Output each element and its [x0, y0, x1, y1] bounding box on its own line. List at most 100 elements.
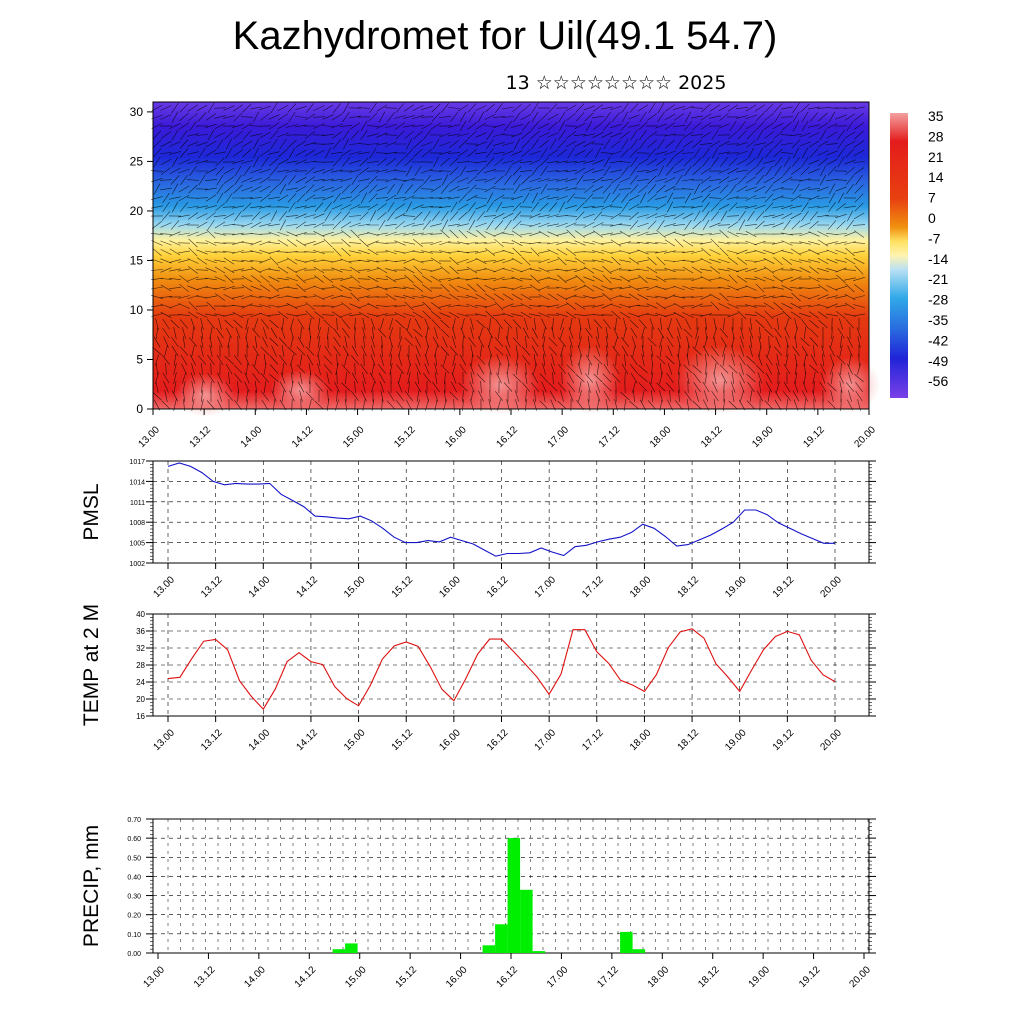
- precip-y-tick-label: 0.40: [127, 874, 141, 881]
- temp-x-tick-label: 20.00: [818, 727, 844, 753]
- pmsl-series-line: [167, 462, 835, 557]
- temp-y-axis-label: TEMP at 2 M: [80, 604, 103, 726]
- precip-y-tick-label: 0.30: [127, 894, 141, 901]
- colorbar-label: 7: [928, 190, 936, 206]
- x-tick-label: 14.00: [239, 424, 265, 450]
- pmsl-x-tick-label: 17.12: [580, 574, 606, 600]
- temp-series-line: [167, 628, 836, 711]
- colorbar-label: -21: [928, 271, 948, 287]
- precip-bar: [520, 889, 533, 953]
- temp-x-tick-label: 19.00: [723, 727, 749, 753]
- pmsl-x-tick-label: 20.00: [818, 574, 844, 600]
- temp-x-tick-label: 16.00: [437, 727, 463, 753]
- precip-x-tick-label: 13.00: [141, 964, 167, 990]
- x-tick-label: 13.12: [188, 424, 214, 450]
- precip-x-tick-label: 14.00: [242, 964, 268, 990]
- pmsl-x-tick-label: 16.00: [437, 574, 463, 600]
- colorbar-label: -7: [928, 230, 941, 246]
- temp-x-tick-label: 17.12: [580, 727, 606, 753]
- chart-title: Kazhydromet for Uil(49.1 54.7): [232, 14, 778, 58]
- precip-x-tick-label: 15.12: [394, 964, 420, 990]
- pmsl-y-axis-label: PMSL: [80, 483, 103, 540]
- pmsl-frame: [152, 460, 870, 564]
- temp-x-tick-label: 14.00: [247, 727, 273, 753]
- temp-x-tick-label: 14.12: [294, 727, 320, 753]
- y-tick-label: 10: [130, 303, 144, 317]
- temperature-plot: 40 36 32 28 24 20 16 13.00 13.12 14.00 14.12 15.00 1…: [80, 604, 876, 753]
- temp-x-tick-label: 16.12: [485, 727, 511, 753]
- temp-x-tick-label: 15.00: [342, 727, 368, 753]
- x-tick-label: 16.00: [443, 424, 469, 450]
- x-tick-label: 14.12: [290, 424, 316, 450]
- y-tick-label: 15: [130, 253, 144, 267]
- pmsl-y-tick-label: 1002: [129, 561, 145, 568]
- x-tick-label: 17.12: [597, 424, 623, 450]
- colorbar: [890, 113, 908, 398]
- precip-x-tick-label: 16.00: [444, 964, 470, 990]
- warm-core: [460, 355, 540, 415]
- y-tick-label: 0: [136, 402, 143, 416]
- pmsl-plot: 1017 1014 1011 1008 1005 1002 13.00 13.12 14.00 1…: [80, 459, 876, 600]
- x-tick-label: 20.00: [852, 424, 878, 450]
- x-tick-label: 13.00: [136, 424, 162, 450]
- colorbar-label: 28: [928, 128, 944, 144]
- temp-x-tick-label: 13.00: [151, 727, 177, 753]
- x-tick-label: 18.12: [699, 424, 725, 450]
- pmsl-x-tick-label: 15.12: [390, 574, 416, 600]
- temp-x-tick-label: 19.12: [771, 727, 797, 753]
- precip-x-tick-label: 15.00: [343, 964, 369, 990]
- precip-bar: [495, 924, 508, 953]
- temp-y-tick-label: 20: [136, 695, 145, 704]
- x-tick-label: 17.00: [546, 424, 572, 450]
- temp-y-tick-label: 32: [136, 644, 145, 653]
- precip-y-axis-label: PRECIP, mm: [80, 825, 103, 947]
- x-tick-label: 19.12: [801, 424, 827, 450]
- pmsl-x-tick-label: 18.00: [628, 574, 654, 600]
- pmsl-x-tick-label: 13.12: [199, 574, 225, 600]
- pmsl-y-tick-label: 1011: [130, 500, 145, 507]
- pmsl-x-tick-label: 14.12: [294, 574, 320, 600]
- x-tick-label: 19.00: [750, 424, 776, 450]
- temp-y-tick-label: 24: [136, 678, 145, 687]
- pmsl-x-tick-label: 19.12: [771, 574, 797, 600]
- precip-y-tick-label: 0.50: [127, 855, 141, 862]
- colorbar-label: -56: [928, 373, 948, 389]
- warm-core: [560, 345, 620, 415]
- x-tick-label: 15.00: [341, 424, 367, 450]
- x-tick-label: 16.12: [494, 424, 520, 450]
- precip-x-tick-label: 19.00: [747, 964, 773, 990]
- temp-x-tick-label: 15.12: [390, 727, 416, 753]
- pmsl-x-tick-label: 18.12: [676, 574, 702, 600]
- pmsl-x-tick-label: 16.12: [485, 574, 511, 600]
- precip-y-tick-label: 0.00: [127, 951, 141, 958]
- pmsl-x-tick-label: 19.00: [723, 574, 749, 600]
- precip-x-tick-label: 20.00: [847, 964, 873, 990]
- precip-y-tick-label: 0.20: [127, 913, 141, 920]
- colorbar-label: -42: [928, 332, 948, 348]
- temp-y-tick-label: 16: [136, 712, 145, 721]
- precip-x-tick-label: 14.12: [293, 964, 319, 990]
- precip-bar: [507, 838, 521, 953]
- precip-bar: [620, 931, 633, 953]
- colorbar-label: 35: [928, 108, 944, 124]
- pmsl-x-tick-label: 15.00: [342, 574, 368, 600]
- warm-core: [820, 357, 880, 413]
- precip-y-tick-label: 0.60: [127, 836, 141, 843]
- temp-y-tick-label: 36: [136, 627, 145, 636]
- colorbar-label: -28: [928, 292, 948, 308]
- precip-bar: [482, 945, 496, 953]
- precip-y-tick-label: 0.70: [127, 817, 141, 824]
- precip-x-tick-label: 18.12: [696, 964, 722, 990]
- y-tick-label: 20: [130, 204, 144, 218]
- precip-x-tick-label: 18.00: [646, 964, 672, 990]
- temp-y-tick-label: 28: [136, 661, 145, 670]
- y-tick-label: 30: [130, 105, 144, 119]
- pmsl-y-tick-label: 1017: [129, 459, 145, 466]
- precip-x-tick-label: 19.12: [797, 964, 823, 990]
- precip-bar: [532, 951, 546, 953]
- x-tick-label: 18.00: [648, 424, 674, 450]
- y-tick-label: 5: [136, 352, 143, 366]
- pmsl-x-tick-label: 14.00: [247, 574, 273, 600]
